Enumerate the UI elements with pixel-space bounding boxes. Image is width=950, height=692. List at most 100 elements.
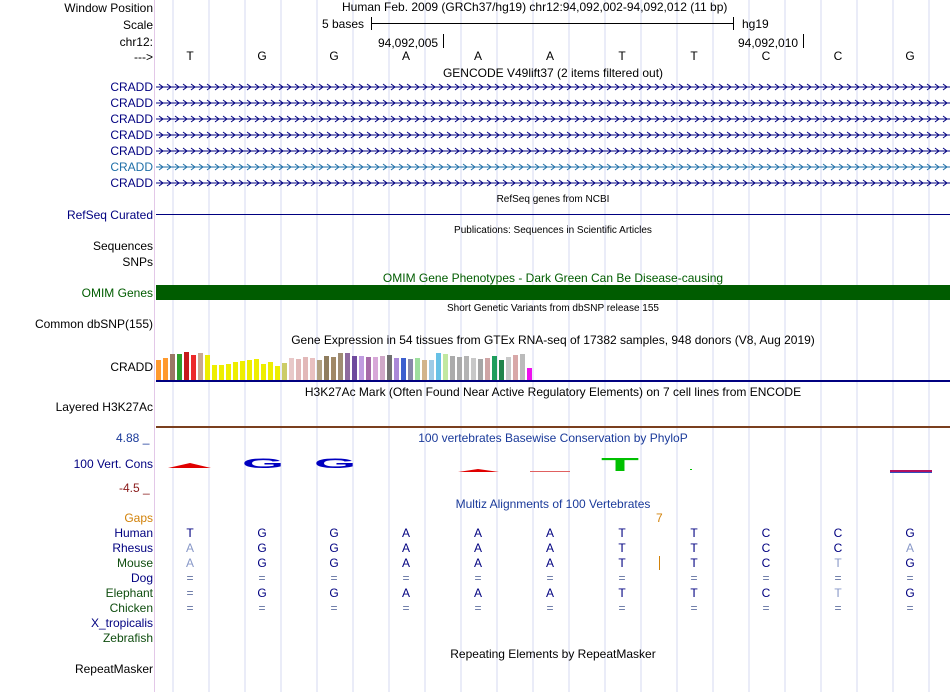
gencode-item-label[interactable]: CRADD bbox=[110, 112, 153, 126]
gtex-tissue-bar[interactable] bbox=[296, 359, 301, 380]
gtex-tissue-bar[interactable] bbox=[520, 354, 525, 380]
gencode-item-label[interactable]: CRADD bbox=[110, 96, 153, 110]
gtex-tissue-bar[interactable] bbox=[191, 355, 196, 380]
gtex-tissue-bar[interactable] bbox=[303, 357, 308, 380]
gtex-tissue-bar[interactable] bbox=[394, 358, 399, 380]
species-label-rhesus[interactable]: Rhesus bbox=[112, 541, 153, 555]
gtex-tissue-bar[interactable] bbox=[422, 360, 427, 380]
gtex-tissue-bar[interactable] bbox=[268, 362, 273, 380]
gtex-tissue-bar[interactable] bbox=[170, 354, 175, 380]
species-label-dog[interactable]: Dog bbox=[130, 571, 153, 585]
gtex-tissue-bar[interactable] bbox=[443, 354, 448, 380]
gtex-tissue-bar[interactable] bbox=[240, 361, 245, 380]
phylop-track-label[interactable]: 100 Vert. Cons bbox=[73, 457, 153, 471]
gtex-tissue-bar[interactable] bbox=[331, 357, 336, 380]
gtex-tissue-bar[interactable] bbox=[415, 358, 420, 380]
gtex-tissue-bar[interactable] bbox=[233, 362, 238, 380]
alignment-base: = bbox=[258, 571, 266, 585]
position-title[interactable]: Human Feb. 2009 (GRCh37/hg19) chr12:94,0… bbox=[342, 0, 728, 14]
gtex-tissue-bar[interactable] bbox=[408, 359, 413, 380]
gencode-item-label[interactable]: CRADD bbox=[110, 176, 153, 190]
refseq-gene-line[interactable] bbox=[156, 214, 950, 215]
gtex-tissue-bar[interactable] bbox=[184, 352, 189, 380]
gtex-tissue-bar[interactable] bbox=[380, 356, 385, 380]
alignment-base: = bbox=[618, 571, 626, 585]
gtex-tissue-bar[interactable] bbox=[506, 357, 511, 380]
phylop-logo[interactable]: G G T bbox=[156, 450, 950, 480]
gtex-tissue-bar[interactable] bbox=[275, 366, 280, 380]
species-label-elephant[interactable]: Elephant bbox=[105, 586, 153, 600]
species-label-chicken[interactable]: Chicken bbox=[109, 601, 153, 615]
gtex-track-label[interactable]: CRADD bbox=[110, 360, 153, 374]
gencode-item-label[interactable]: CRADD bbox=[110, 144, 153, 158]
gtex-tissue-bar[interactable] bbox=[247, 360, 252, 380]
gtex-tissue-bar[interactable] bbox=[163, 358, 168, 380]
phylop-min-label: -4.5 _ bbox=[119, 481, 150, 495]
gtex-tissue-bar[interactable] bbox=[324, 356, 329, 380]
gencode-intron-line[interactable] bbox=[156, 98, 950, 108]
gencode-intron-line[interactable] bbox=[156, 162, 950, 172]
gtex-tissue-bar[interactable] bbox=[254, 359, 259, 380]
gtex-tissue-bar[interactable] bbox=[317, 360, 322, 380]
gtex-tissue-bar[interactable] bbox=[261, 364, 266, 380]
gtex-tissue-bar[interactable] bbox=[310, 358, 315, 380]
gtex-tissue-bar[interactable] bbox=[527, 368, 532, 380]
alignment-base: = bbox=[546, 571, 554, 585]
gtex-tissue-bar[interactable] bbox=[289, 358, 294, 380]
gencode-intron-line[interactable] bbox=[156, 114, 950, 124]
gtex-tissue-bar[interactable] bbox=[156, 360, 161, 380]
gtex-tissue-bar[interactable] bbox=[226, 364, 231, 380]
gencode-intron-line[interactable] bbox=[156, 130, 950, 140]
h3k27ac-track-label[interactable]: Layered H3K27Ac bbox=[55, 400, 153, 414]
gtex-tissue-bar[interactable] bbox=[282, 363, 287, 380]
gtex-tissue-bar[interactable] bbox=[401, 358, 406, 380]
gtex-tissue-bar[interactable] bbox=[373, 357, 378, 380]
gtex-tissue-bar[interactable] bbox=[205, 355, 210, 380]
gtex-tissue-bar[interactable] bbox=[499, 360, 504, 380]
alignment-base: = bbox=[474, 601, 482, 615]
gencode-intron-line[interactable] bbox=[156, 146, 950, 156]
gtex-tissue-bar[interactable] bbox=[198, 353, 203, 380]
gtex-tissue-bar[interactable] bbox=[366, 357, 371, 380]
alignment-base: = bbox=[474, 571, 482, 585]
gtex-tissue-bar[interactable] bbox=[219, 365, 224, 380]
gtex-tissue-bar[interactable] bbox=[359, 356, 364, 380]
dbsnp-track-label[interactable]: Common dbSNP(155) bbox=[34, 317, 153, 331]
gtex-tissue-bar[interactable] bbox=[352, 356, 357, 380]
sequences-track-label[interactable]: Sequences bbox=[92, 239, 153, 253]
gtex-tissue-bar[interactable] bbox=[464, 356, 469, 380]
gtex-tissue-bar[interactable] bbox=[513, 355, 518, 380]
gtex-tissue-bar[interactable] bbox=[345, 353, 350, 380]
gtex-tissue-bar[interactable] bbox=[478, 359, 483, 380]
alignment-base: T bbox=[186, 526, 194, 540]
snps-track-label[interactable]: SNPs bbox=[122, 255, 153, 269]
omim-gene-bar[interactable] bbox=[156, 285, 950, 300]
gtex-tissue-bar[interactable] bbox=[429, 360, 434, 380]
gtex-tissue-bar[interactable] bbox=[471, 358, 476, 380]
gtex-tissue-bar[interactable] bbox=[436, 353, 441, 380]
ruler-tick-1 bbox=[443, 34, 444, 48]
gencode-intron-line[interactable] bbox=[156, 82, 950, 92]
gencode-intron-line[interactable] bbox=[156, 178, 950, 188]
gtex-tissue-bar[interactable] bbox=[492, 356, 497, 380]
alignment-base: = bbox=[834, 571, 842, 585]
gencode-item-label[interactable]: CRADD bbox=[110, 80, 153, 94]
gencode-item-label[interactable]: CRADD bbox=[110, 128, 153, 142]
alignment-base: C bbox=[761, 556, 771, 570]
species-label-mouse[interactable]: Mouse bbox=[116, 556, 153, 570]
gtex-tissue-bar[interactable] bbox=[338, 353, 343, 380]
gtex-tissue-bar[interactable] bbox=[177, 354, 182, 380]
gencode-item-label[interactable]: CRADD bbox=[110, 160, 153, 174]
species-label-x_tropicalis[interactable]: X_tropicalis bbox=[90, 616, 153, 630]
gtex-tissue-bar[interactable] bbox=[457, 357, 462, 380]
gtex-tissue-bar[interactable] bbox=[387, 355, 392, 380]
gtex-tissue-bar[interactable] bbox=[450, 356, 455, 380]
gtex-tissue-bar[interactable] bbox=[485, 358, 490, 380]
species-label-human[interactable]: Human bbox=[114, 526, 153, 540]
phylop-mark-3: G bbox=[314, 455, 356, 471]
repeatmasker-track-label[interactable]: RepeatMasker bbox=[74, 662, 153, 676]
species-label-zebrafish[interactable]: Zebrafish bbox=[102, 631, 153, 645]
omim-track-label[interactable]: OMIM Genes bbox=[81, 286, 153, 300]
gtex-tissue-bar[interactable] bbox=[212, 365, 217, 380]
refseq-track-label[interactable]: RefSeq Curated bbox=[66, 208, 153, 222]
